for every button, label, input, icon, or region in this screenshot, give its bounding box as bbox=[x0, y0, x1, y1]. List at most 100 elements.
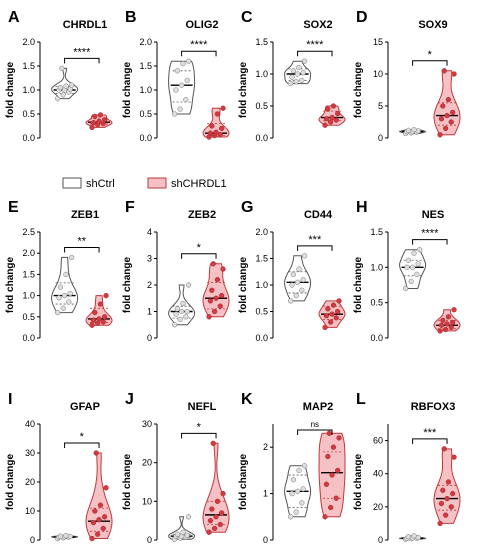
data-point bbox=[290, 271, 297, 278]
y-tick-label: 0.5 bbox=[22, 312, 35, 322]
data-point bbox=[290, 477, 297, 483]
significance-bracket: ** bbox=[64, 235, 100, 253]
data-point bbox=[449, 109, 456, 116]
data-point bbox=[183, 96, 189, 103]
bracket-line bbox=[412, 438, 448, 444]
data-point bbox=[404, 264, 410, 270]
data-point bbox=[96, 316, 102, 322]
data-point bbox=[103, 292, 109, 299]
legend-label-shctrl: shCtrl bbox=[86, 178, 115, 190]
y-tick-label: 0.0 bbox=[139, 133, 152, 143]
data-point bbox=[296, 64, 302, 71]
bracket-line bbox=[297, 50, 333, 57]
significance-label: * bbox=[197, 421, 202, 433]
bracket-line bbox=[181, 50, 217, 57]
data-point bbox=[437, 328, 443, 334]
data-point bbox=[92, 508, 98, 514]
significance-bracket: ns bbox=[297, 420, 333, 435]
data-point bbox=[101, 514, 108, 520]
y-tick-label: 1.0 bbox=[22, 85, 35, 95]
data-point bbox=[97, 502, 104, 508]
data-point bbox=[300, 486, 306, 492]
violin-shctrl bbox=[168, 58, 196, 117]
data-point bbox=[336, 435, 342, 441]
data-point bbox=[180, 529, 186, 535]
legend-swatch-shchrdl1 bbox=[147, 177, 167, 189]
data-point bbox=[100, 319, 106, 325]
y-axis-label: fold change bbox=[122, 62, 133, 119]
y-axis-label: fold change bbox=[238, 62, 249, 119]
violin-shctrl bbox=[284, 58, 312, 87]
data-point bbox=[60, 92, 66, 98]
panel-h: H NES 0.0 0.5 1.0 1.5 fold change **** bbox=[353, 199, 461, 343]
y-tick-label: 0.0 bbox=[255, 333, 268, 343]
panel-letter: C bbox=[241, 9, 253, 26]
data-point bbox=[299, 500, 305, 506]
data-point bbox=[89, 124, 95, 131]
bracket-line bbox=[64, 442, 100, 448]
data-point bbox=[322, 324, 328, 331]
y-tick-label: 0 bbox=[30, 535, 35, 545]
data-point bbox=[63, 271, 69, 278]
bracket-line bbox=[181, 253, 217, 259]
data-point bbox=[101, 117, 108, 123]
data-point bbox=[440, 103, 446, 109]
data-point bbox=[405, 127, 412, 133]
data-point bbox=[214, 111, 221, 117]
data-point bbox=[184, 532, 190, 539]
data-point bbox=[211, 525, 218, 532]
panel-letter: J bbox=[125, 391, 134, 408]
significance-bracket: **** bbox=[297, 39, 333, 57]
data-point bbox=[411, 127, 417, 133]
significance-label: ** bbox=[78, 235, 87, 247]
significance-label: ns bbox=[311, 420, 319, 429]
y-tick-label: 0 bbox=[147, 535, 152, 545]
data-point bbox=[206, 529, 212, 535]
panel-letter: I bbox=[8, 391, 12, 408]
violin-shctrl bbox=[168, 514, 196, 542]
data-point bbox=[323, 313, 330, 319]
violin-shchrdl1 bbox=[318, 430, 346, 520]
y-tick-label: 0.0 bbox=[255, 133, 268, 143]
data-point bbox=[416, 247, 423, 253]
data-point bbox=[185, 514, 192, 520]
data-point bbox=[178, 82, 185, 88]
y-tick-label: 1 bbox=[263, 489, 268, 499]
data-point bbox=[289, 490, 295, 497]
violin-shctrl bbox=[168, 282, 196, 328]
y-axis-label: fold change bbox=[238, 454, 249, 511]
y-tick-label: 30 bbox=[142, 419, 152, 429]
data-point bbox=[171, 111, 178, 117]
significance-bracket: *** bbox=[412, 427, 448, 444]
data-point bbox=[90, 317, 97, 323]
data-point bbox=[218, 125, 225, 132]
significance-label: **** bbox=[190, 39, 208, 51]
y-tick-label: 1.0 bbox=[139, 85, 152, 95]
y-tick-label: 0.0 bbox=[370, 333, 383, 343]
data-point bbox=[220, 490, 226, 497]
violin-shctrl bbox=[284, 463, 312, 520]
data-point bbox=[330, 302, 337, 308]
data-point bbox=[334, 111, 341, 117]
data-point bbox=[289, 74, 295, 80]
y-tick-label: 2.0 bbox=[22, 248, 35, 258]
data-point bbox=[294, 71, 301, 77]
data-point bbox=[333, 495, 339, 501]
panel-letter: B bbox=[125, 9, 137, 26]
data-point bbox=[59, 65, 65, 72]
panel-title: ZEB1 bbox=[71, 209, 99, 221]
data-point bbox=[322, 514, 328, 520]
y-tick-label: 0.5 bbox=[370, 298, 383, 308]
data-point bbox=[66, 299, 72, 305]
y-axis-label: fold change bbox=[238, 257, 249, 314]
data-point bbox=[444, 321, 450, 327]
data-point bbox=[92, 113, 98, 120]
data-point bbox=[97, 301, 104, 307]
data-point bbox=[287, 514, 294, 520]
y-tick-label: 60 bbox=[373, 436, 383, 446]
data-point bbox=[329, 472, 335, 478]
data-point bbox=[300, 70, 306, 76]
data-point bbox=[89, 322, 95, 328]
y-tick-label: 1.5 bbox=[255, 254, 268, 264]
data-point bbox=[437, 520, 443, 527]
